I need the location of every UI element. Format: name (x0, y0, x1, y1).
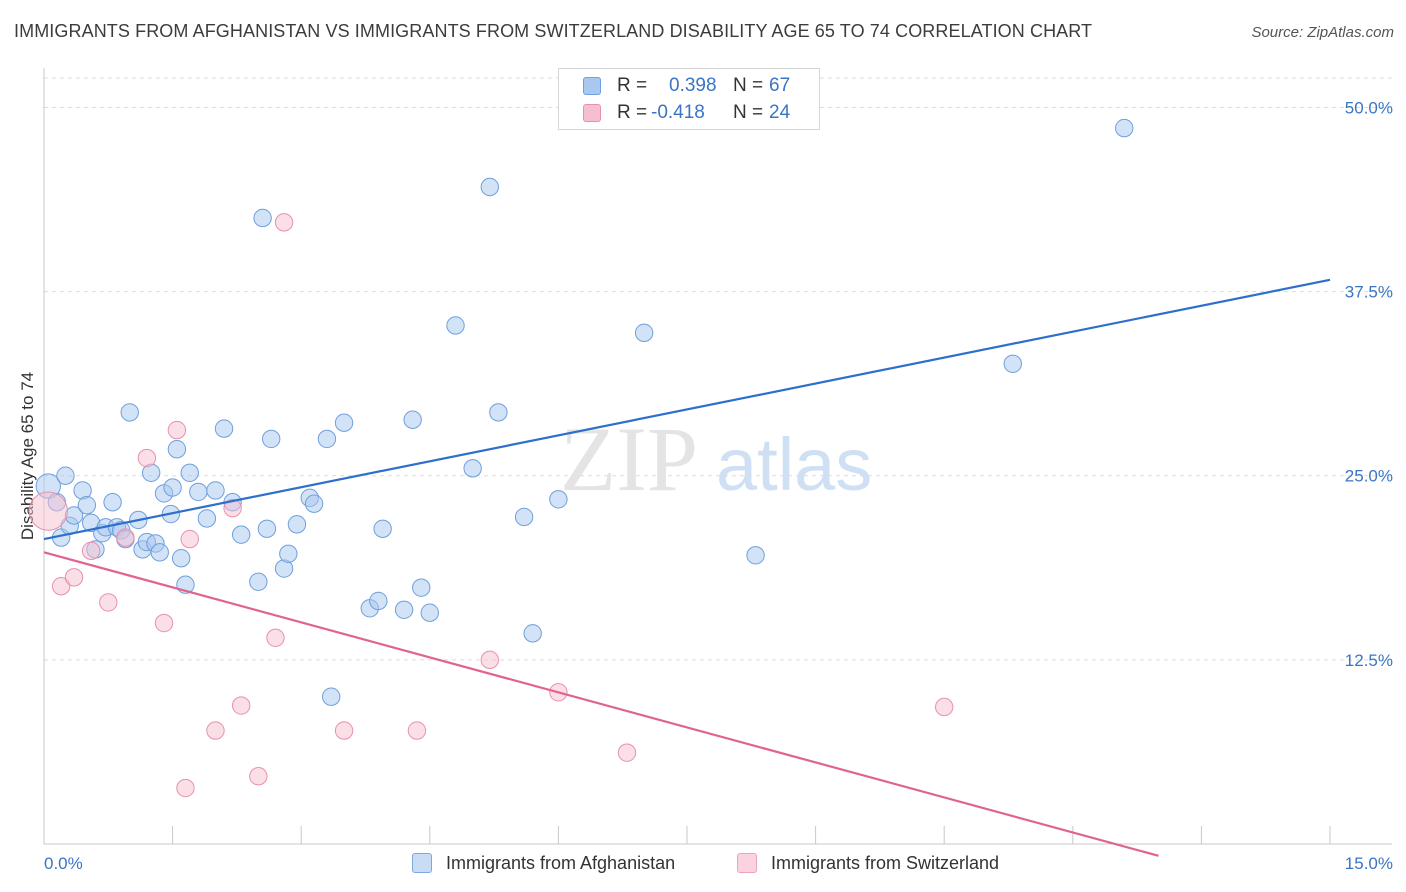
point-switzerland (99, 593, 118, 612)
x-tick-label: 0.0% (44, 854, 83, 873)
point-afghanistan (171, 549, 191, 568)
point-switzerland (180, 529, 199, 549)
point-afghanistan (120, 403, 139, 422)
point-afghanistan (514, 507, 534, 527)
point-afghanistan (77, 495, 97, 515)
y-tick-label: 37.5% (1345, 283, 1393, 302)
legend-r-value: 0.398 (669, 75, 717, 96)
point-afghanistan (103, 493, 122, 512)
point-switzerland (223, 498, 242, 518)
point-switzerland (167, 420, 187, 440)
trend-line-afghanistan (43, 278, 1331, 541)
watermark: ZIP atlas (560, 408, 872, 510)
tick-labels: 12.5% 25.0% 37.5% 50.0% 0.0% 15.0% (44, 98, 1393, 873)
point-switzerland (137, 448, 157, 468)
point-switzerland (176, 778, 195, 798)
point-afghanistan (317, 429, 337, 449)
point-afghanistan (634, 323, 654, 343)
point-afghanistan (261, 429, 281, 449)
point-afghanistan (206, 481, 225, 500)
point-switzerland (206, 721, 225, 740)
point-afghanistan (231, 525, 251, 544)
point-switzerland (51, 577, 71, 596)
point-afghanistan (249, 572, 268, 591)
point-afghanistan (189, 482, 208, 502)
bottom-legend-label-switzerland: Immigrants from Switzerland (771, 853, 1000, 873)
legend-r-value: -0.418 (651, 102, 705, 123)
point-afghanistan (369, 591, 388, 611)
point-switzerland (249, 767, 268, 786)
point-afghanistan (322, 687, 341, 706)
point-afghanistan (287, 515, 307, 534)
point-afghanistan (412, 578, 431, 597)
legend-swatch-switzerland (583, 104, 601, 122)
axes (43, 68, 1392, 845)
point-switzerland (116, 528, 135, 547)
legend-swatch-afghanistan (583, 77, 601, 95)
watermark-atlas: atlas (716, 423, 872, 506)
point-switzerland (407, 721, 427, 740)
point-switzerland (480, 650, 500, 670)
point-afghanistan (480, 177, 500, 197)
point-afghanistan (150, 543, 169, 562)
point-afghanistan (403, 410, 422, 429)
trend-line-switzerland (43, 551, 1159, 857)
legend-r-label: R = (617, 75, 648, 96)
watermark-zip: ZIP (560, 408, 698, 510)
point-afghanistan (180, 463, 199, 482)
point-afghanistan (167, 440, 187, 459)
point-switzerland (154, 613, 174, 633)
point-switzerland (274, 213, 294, 232)
point-switzerland (28, 491, 68, 531)
legend-n-value: 67 (769, 75, 791, 96)
point-afghanistan (373, 519, 392, 538)
bottom-legend-swatch-afghanistan (412, 853, 432, 873)
y-tick-label: 25.0% (1345, 467, 1393, 486)
trend-lines (43, 278, 1331, 857)
point-switzerland (81, 541, 101, 561)
point-afghanistan (197, 509, 217, 528)
point-afghanistan (257, 519, 277, 538)
point-switzerland (266, 628, 285, 647)
bottom-legend-label-afghanistan: Immigrants from Afghanistan (446, 853, 676, 873)
point-afghanistan (253, 208, 272, 228)
point-afghanistan (163, 478, 182, 497)
source-label: Source: ZipAtlas.com (1251, 24, 1394, 41)
point-afghanistan (489, 403, 508, 422)
point-switzerland (64, 568, 84, 587)
point-afghanistan (1003, 354, 1022, 373)
point-switzerland (935, 697, 954, 717)
point-switzerland (334, 721, 354, 740)
legend-n-label: N = (733, 102, 764, 123)
y-tick-label: 50.0% (1345, 98, 1393, 117)
point-afghanistan (463, 459, 482, 478)
point-afghanistan (446, 316, 465, 335)
gridlines (44, 77, 1392, 661)
legend-n-label: N = (733, 75, 764, 96)
point-afghanistan (56, 466, 75, 485)
point-afghanistan (746, 546, 765, 565)
point-afghanistan (420, 603, 439, 622)
y-tick-label: 12.5% (1345, 651, 1393, 670)
point-afghanistan (304, 494, 324, 513)
point-afghanistan (214, 419, 234, 438)
x-tick-label: 15.0% (1345, 854, 1393, 873)
point-afghanistan (334, 413, 354, 432)
point-afghanistan (523, 624, 542, 643)
point-afghanistan (549, 490, 568, 509)
chart-title: IMMIGRANTS FROM AFGHANISTAN VS IMMIGRANT… (14, 21, 1093, 41)
legend-r-label: R = (617, 102, 648, 123)
bottom-legend-swatch-switzerland (737, 853, 757, 873)
point-switzerland (617, 743, 637, 762)
stats-legend: R = 0.398 N = 67 R = -0.418 N = 24 (558, 68, 820, 130)
point-afghanistan (1115, 118, 1134, 138)
data-points (28, 118, 1134, 798)
point-afghanistan (394, 600, 414, 619)
point-afghanistan (279, 544, 298, 563)
point-switzerland (231, 696, 251, 715)
legend-n-value: 24 (769, 102, 791, 123)
